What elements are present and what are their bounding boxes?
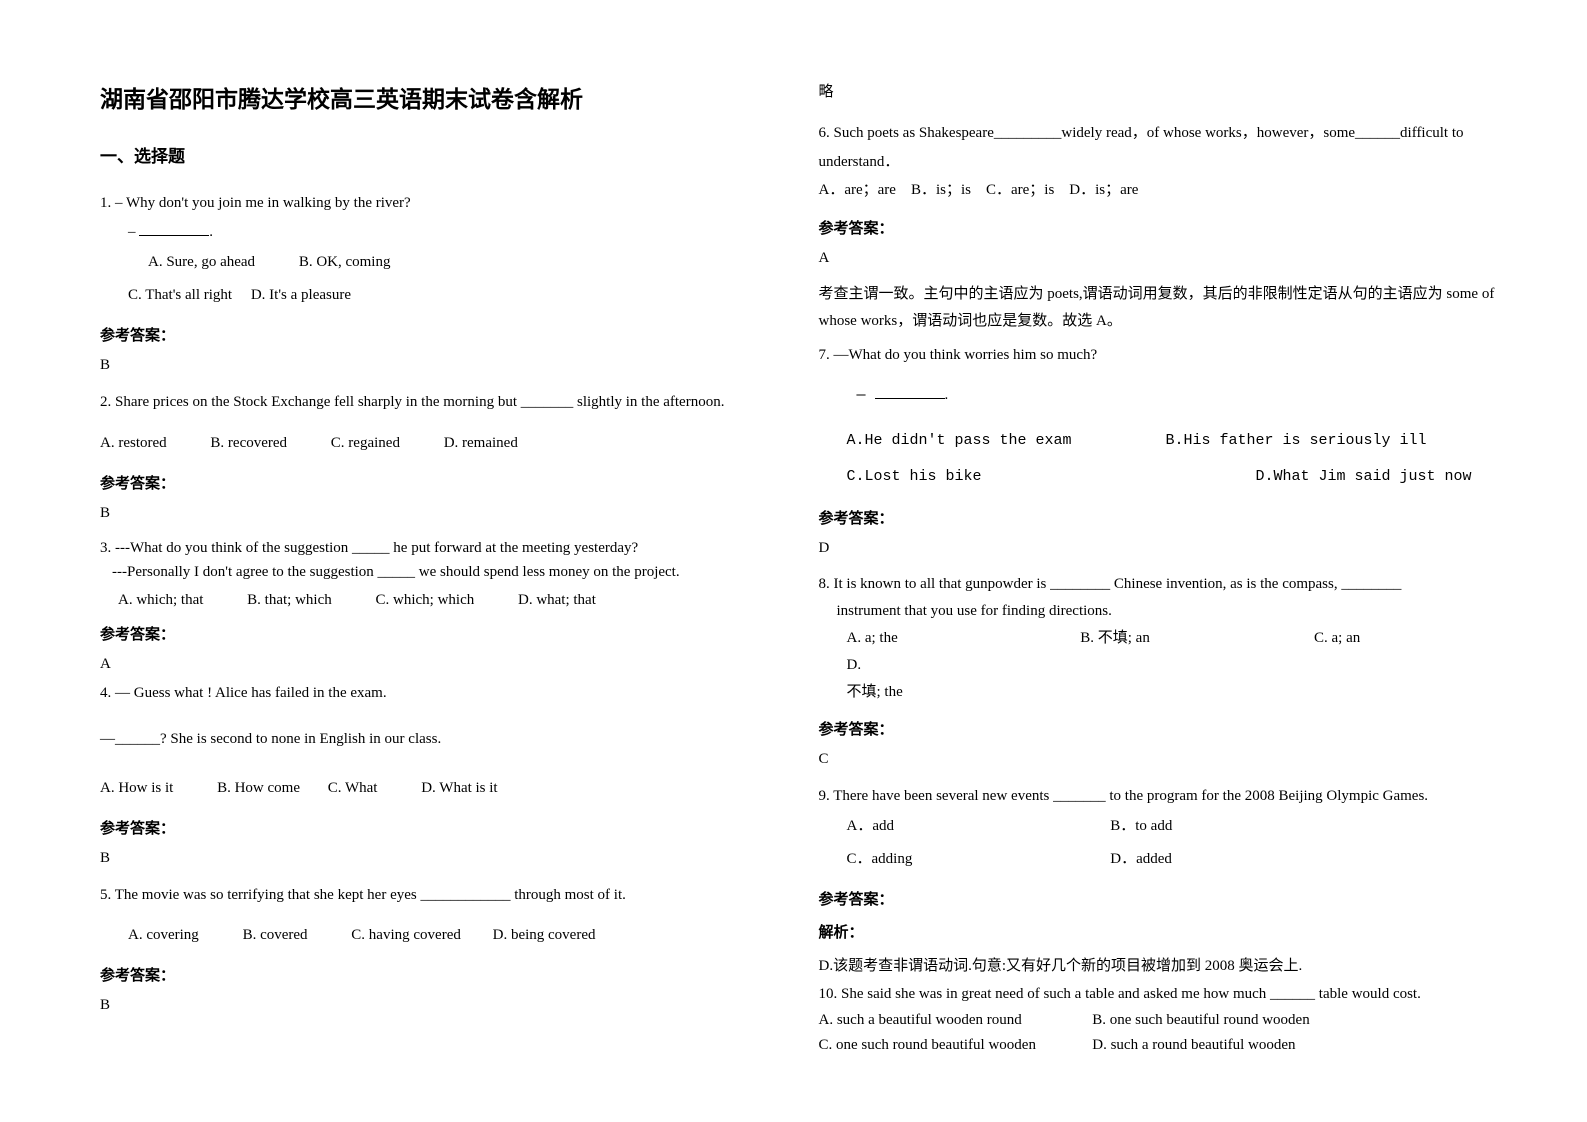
left-column: 湖南省邵阳市腾达学校高三英语期末试卷含解析 一、选择题 1. – Why don… — [100, 80, 809, 1082]
q2-opts: A. restored B. recovered C. regained D. … — [100, 427, 779, 460]
q8-line2: instrument that you use for finding dire… — [819, 598, 1518, 625]
q5-opts: A. covering B. covered C. having covered… — [100, 919, 779, 952]
page-title: 湖南省邵阳市腾达学校高三英语期末试卷含解析 — [100, 80, 779, 114]
q8-answer: C — [819, 751, 1518, 768]
q3-answer: A — [100, 656, 779, 673]
q2-answer: B — [100, 505, 779, 522]
q6-text: 6. Such poets as Shakespeare_________wid… — [819, 119, 1518, 176]
q4-line2: —______? She is second to none in Englis… — [100, 725, 779, 754]
q8-opts-row2: 不填; the — [819, 679, 1518, 706]
q6-answer: A — [819, 250, 1518, 267]
q3-line1: 3. ---What do you think of the suggestio… — [100, 536, 779, 560]
q1-opts-row2: C. That's all right D. It's a pleasure — [100, 279, 779, 312]
q1-opts-row1: A. Sure, go ahead B. OK, coming — [100, 246, 779, 279]
blank — [875, 384, 945, 399]
q4-opts: A. How is it B. How come C. What D. What… — [100, 772, 779, 805]
section-header: 一、选择题 — [100, 142, 779, 167]
q10-opts-row2: C. one such round beautiful wooden D. su… — [819, 1033, 1518, 1059]
right-column: 略 6. Such poets as Shakespeare_________w… — [809, 80, 1518, 1082]
q10-text: 10. She said she was in great need of su… — [819, 982, 1518, 1008]
q10-opts-row1: A. such a beautiful wooden round B. one … — [819, 1008, 1518, 1034]
q1: 1. – Why don't you join me in walking by… — [100, 189, 779, 312]
q7-answer: D — [819, 540, 1518, 557]
q6: 6. Such poets as Shakespeare_________wid… — [819, 119, 1518, 205]
q6-opts: A．are；are B．is；is C．are；is D．is；are — [819, 176, 1518, 205]
q9-text: 9. There have been several new events __… — [819, 782, 1518, 811]
lue-text: 略 — [819, 80, 1518, 101]
q10: 10. She said she was in great need of su… — [819, 982, 1518, 1059]
q1-line2: – . — [100, 218, 779, 247]
q9: 9. There have been several new events __… — [819, 782, 1518, 877]
answer-label: 参考答案： — [100, 817, 779, 838]
q3-opts: A. which; that B. that; which C. which; … — [100, 584, 779, 617]
q9-explain: D.该题考查非谓语动词.句意:又有好几个新的项目被增加到 2008 奥运会上. — [819, 954, 1518, 978]
blank — [139, 221, 209, 236]
q8-opts-row1: A. a; the B. 不填; an C. a; an D. — [819, 625, 1518, 679]
q4-line1: 4. — Guess what ! Alice has failed in th… — [100, 679, 779, 708]
q1-answer: B — [100, 357, 779, 374]
q5-text: 5. The movie was so terrifying that she … — [100, 881, 779, 910]
q7-opts: A.He didn't pass the exam B.His father i… — [819, 423, 1518, 495]
answer-label: 参考答案： — [819, 888, 1518, 909]
q1-line1: 1. – Why don't you join me in walking by… — [100, 189, 779, 218]
q7: 7. —What do you think worries him so muc… — [819, 341, 1518, 495]
q8-line1: 8. It is known to all that gunpowder is … — [819, 571, 1518, 598]
q3-line2: ---Personally I don't agree to the sugge… — [100, 560, 779, 584]
q7-line1: 7. —What do you think worries him so muc… — [819, 341, 1518, 370]
answer-label: 参考答案： — [819, 718, 1518, 739]
answer-label: 参考答案： — [100, 964, 779, 985]
q2: 2. Share prices on the Stock Exchange fe… — [100, 388, 779, 460]
q2-text: 2. Share prices on the Stock Exchange fe… — [100, 388, 779, 417]
q4: 4. — Guess what ! Alice has failed in th… — [100, 679, 779, 805]
q7-line2: — . — [819, 381, 1518, 411]
q4-answer: B — [100, 850, 779, 867]
answer-label: 参考答案： — [100, 324, 779, 345]
q3: 3. ---What do you think of the suggestio… — [100, 536, 779, 617]
q8: 8. It is known to all that gunpowder is … — [819, 571, 1518, 706]
q9-opts: A．add B．to add C．adding D．added — [819, 810, 1518, 876]
q5: 5. The movie was so terrifying that she … — [100, 881, 779, 953]
q6-explain: 考查主谓一致。主句中的主语应为 poets,谓语动词用复数，其后的非限制性定语从… — [819, 281, 1518, 335]
explain-label: 解析： — [819, 921, 1518, 942]
answer-label: 参考答案： — [100, 472, 779, 493]
answer-label: 参考答案： — [819, 507, 1518, 528]
answer-label: 参考答案： — [100, 623, 779, 644]
answer-label: 参考答案： — [819, 217, 1518, 238]
q5-answer: B — [100, 997, 779, 1014]
